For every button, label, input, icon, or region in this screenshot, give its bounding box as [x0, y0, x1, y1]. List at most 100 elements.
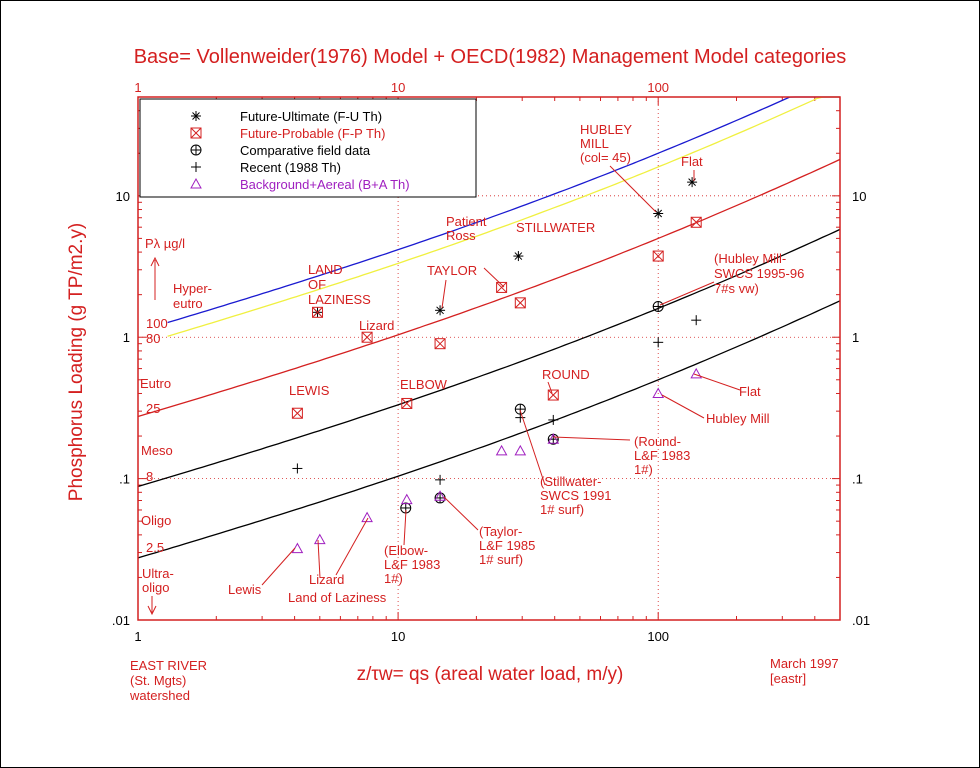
- leader: [261, 547, 296, 586]
- x-top-tick-label: 1: [134, 80, 141, 95]
- legend-label: Future-Ultimate (F-U Th): [240, 109, 382, 124]
- up-arrow-head: [150, 256, 160, 267]
- marker-box: [547, 389, 559, 401]
- leader: [659, 281, 715, 306]
- ann-hubley-mill: Hubley Mill: [706, 411, 770, 426]
- leader: [441, 279, 447, 309]
- marker-triangle: [495, 444, 508, 456]
- marker-triangle: [514, 444, 527, 456]
- ann-taylor: TAYLOR: [427, 263, 477, 278]
- marker-box-x: [292, 407, 303, 419]
- footer-right: March 1997 [eastr]: [770, 656, 839, 686]
- marker-triangle: [313, 533, 326, 545]
- lake-annotations: HUBLEY MILL (col= 45) Flat Patient Ross …: [228, 122, 804, 605]
- model-curve: [167, 96, 840, 324]
- trophic-labels: Pλ µg/l Hyper- eutro Eutro Meso Oligo Ul…: [140, 236, 212, 595]
- marker-triangle: [400, 493, 413, 505]
- model-curve: [137, 300, 841, 559]
- marker-box-x: [434, 338, 446, 350]
- ann-elbow-lf: L&F 1983: [384, 557, 440, 572]
- ann-hubley: HUBLEY: [580, 122, 632, 137]
- ann-land-b: Land of Laziness: [288, 590, 387, 605]
- marker-box-x: [312, 306, 323, 318]
- footer-left-line: (St. Mgts): [130, 673, 186, 688]
- marker-triangle: [361, 511, 373, 523]
- ann-patient: Patient: [446, 214, 487, 229]
- y-tick-label: .1: [119, 472, 130, 487]
- leader-lines: [261, 165, 741, 586]
- ann-patient: Ross: [446, 228, 476, 243]
- footer-right-line: March 1997: [770, 656, 839, 671]
- marker-box-x: [652, 250, 664, 262]
- ann-hubley: (col= 45): [580, 150, 631, 165]
- marker-triangle: [190, 177, 202, 189]
- marker-box: [514, 297, 526, 309]
- ann-stillwater-swcs: SWCS 1991: [540, 488, 612, 503]
- down-arrow-head: [147, 605, 157, 616]
- marker-box-x: [514, 297, 526, 309]
- marker-asterisk: [514, 252, 523, 260]
- legend-label: Background+Aereal (B+A Th): [240, 177, 410, 192]
- ann-flat-top: Flat: [681, 154, 703, 169]
- plot-frame: [137, 96, 841, 621]
- ann-stillwater-swcs: (Stillwater-: [540, 474, 601, 489]
- ann-hubley-swcs: SWCS 1995-96: [714, 266, 804, 281]
- ann-hubley-swcs: 7#s vw): [714, 281, 759, 296]
- chart-title: Base= Vollenweider(1976) Model + OECD(19…: [134, 46, 847, 68]
- y-tick-label: 1: [123, 330, 130, 345]
- hyper-label: eutro: [173, 296, 203, 311]
- marker-box: [291, 407, 303, 419]
- x-tick-label: 100: [647, 629, 669, 644]
- marker-box: [190, 127, 202, 139]
- y-right-tick-label: 10: [852, 189, 866, 204]
- x-tick-label: 1: [134, 629, 141, 644]
- marker-triangle: [652, 387, 665, 398]
- ann-land: LAZINESS: [308, 292, 371, 307]
- marker-box: [434, 338, 446, 350]
- footer-right-line: [eastr]: [770, 671, 806, 686]
- ann-elbow-lf: (Elbow-: [384, 543, 428, 558]
- legend-label: Recent (1988 Th): [240, 160, 341, 175]
- marker-asterisk: [654, 209, 663, 218]
- ann-flat-right: Flat: [739, 384, 761, 399]
- ann-lizard-b: Lizard: [309, 572, 344, 587]
- marker-box: [690, 216, 702, 228]
- x-top-tick-label: 100: [647, 80, 669, 95]
- marker-asterisk: [192, 112, 200, 120]
- y-right-tick-label: 1: [852, 330, 859, 345]
- leader: [519, 409, 546, 486]
- ann-hubley-swcs: (Hubley Mill-: [714, 251, 786, 266]
- marker-box-x: [190, 127, 202, 139]
- meso-label: Meso: [141, 443, 173, 458]
- legend-label: Comparative field data: [240, 143, 371, 158]
- y-tick-label: .01: [112, 613, 130, 628]
- marker-box-x: [496, 282, 507, 293]
- ann-round-lf: L&F 1983: [634, 448, 690, 463]
- ultra-label: Ultra-: [142, 566, 174, 581]
- y-axis-label: Phosphorus Loading (g TP/m2.y): [66, 223, 87, 501]
- ann-taylor-lf: (Taylor-: [479, 524, 522, 539]
- ultra-label: oligo: [142, 580, 169, 595]
- ann-round: ROUND: [542, 367, 590, 382]
- footer-left-line: watershed: [129, 688, 190, 703]
- marker-box-x: [690, 216, 702, 228]
- leader: [609, 165, 657, 213]
- level-80: 80: [146, 331, 160, 346]
- x-top-tick-label: 10: [391, 80, 405, 95]
- footer-left: EAST RIVER (St. Mgts) watershed: [129, 658, 207, 703]
- ann-elbow: ELBOW: [400, 377, 448, 392]
- marker-box: [652, 250, 664, 262]
- ann-lewis: LEWIS: [289, 383, 330, 398]
- eutro-label: Eutro: [140, 376, 171, 391]
- leader: [547, 381, 553, 394]
- ann-land: LAND: [308, 262, 343, 277]
- legend-label: Future-Probable (F-P Th): [240, 126, 385, 141]
- x-tick-label: 10: [391, 629, 405, 644]
- ann-elbow-lf: 1#): [384, 571, 403, 586]
- pl-label: Pλ µg/l: [145, 236, 185, 251]
- level-25: 25: [146, 401, 160, 416]
- leader: [483, 267, 505, 288]
- level-2-5: 2.5: [146, 540, 164, 555]
- x-axis-label: z/τw= qs (areal water load, m/y): [357, 664, 624, 685]
